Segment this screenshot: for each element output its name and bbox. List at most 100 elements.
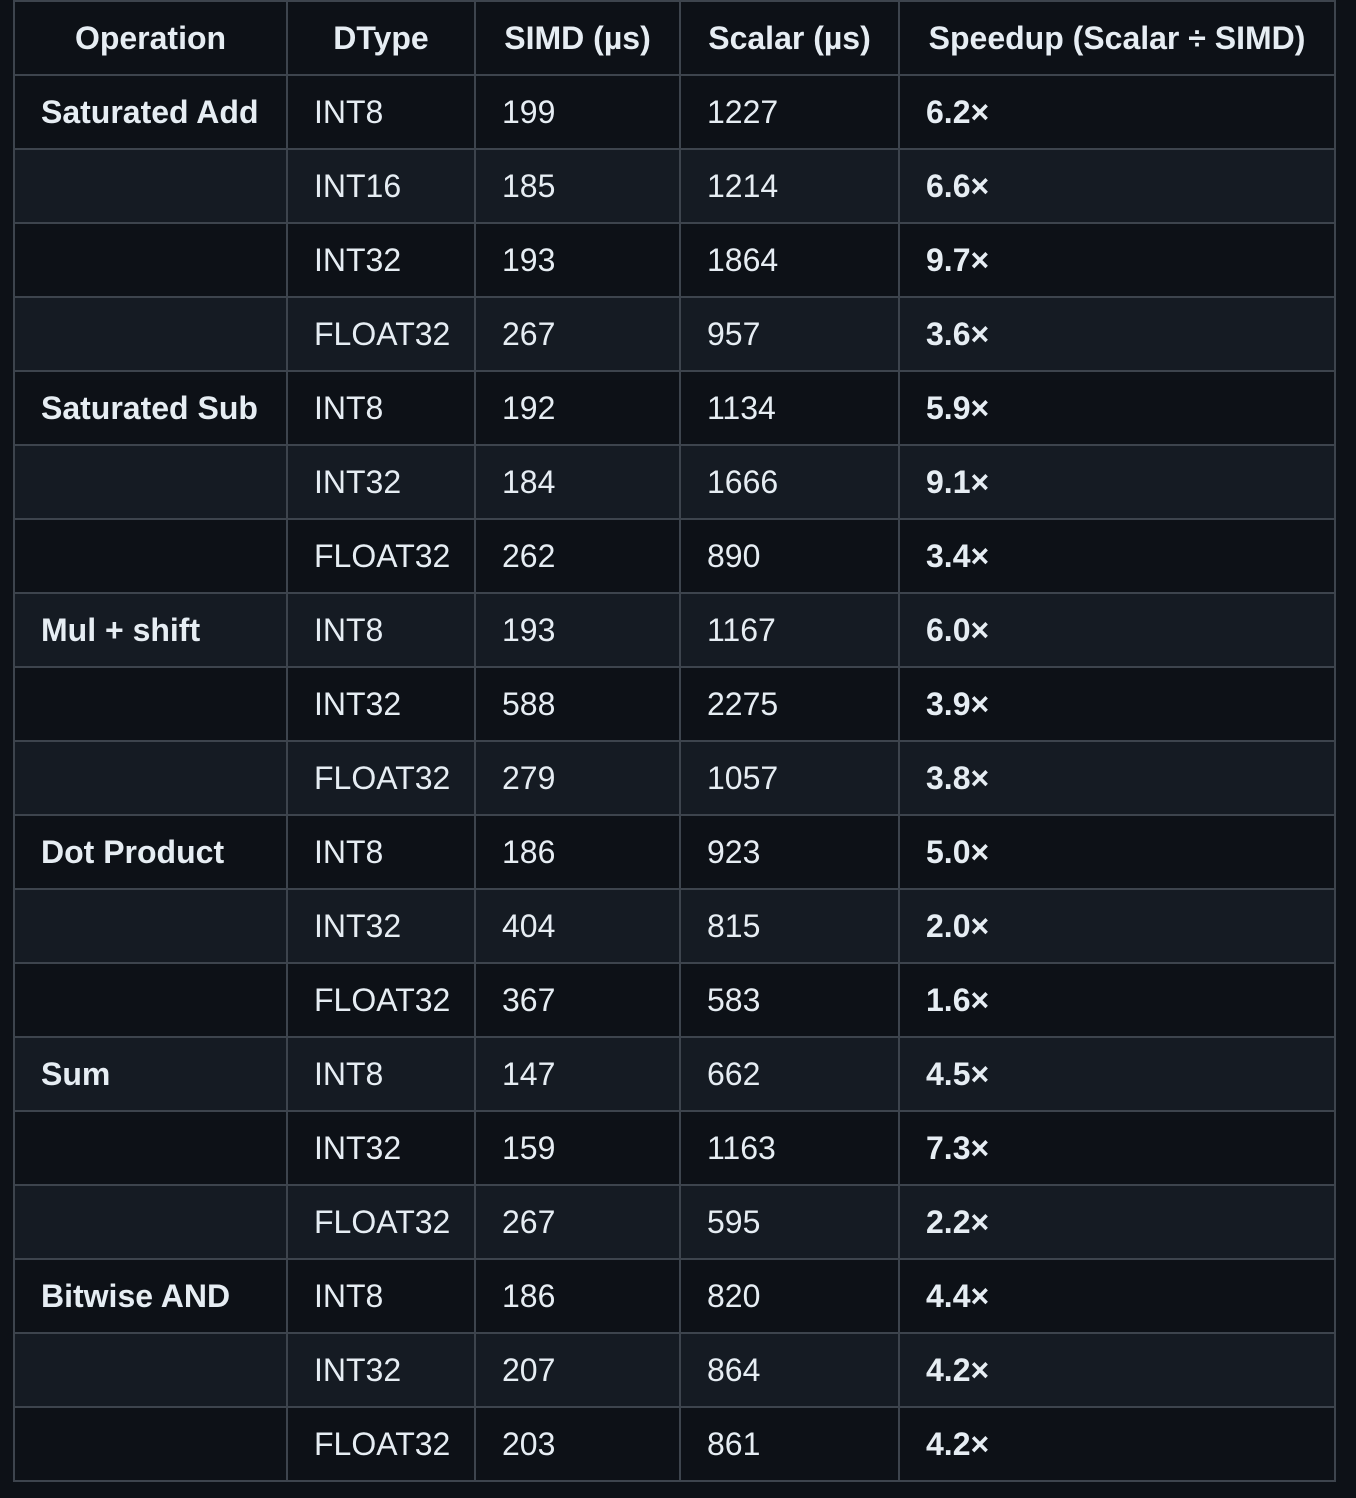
scalar-time-cell: 595 [679,1184,900,1260]
operation-cell: Saturated Add [13,74,288,150]
header-operation: Operation [13,0,288,76]
table-row: FLOAT32 367 583 1.6× [13,962,1336,1038]
operation-cell [13,148,288,224]
dtype-cell: INT8 [286,1258,476,1334]
operation-cell [13,962,288,1038]
table-row: FLOAT32 267 595 2.2× [13,1184,1336,1260]
scalar-time-cell: 861 [679,1406,900,1482]
dtype-cell: FLOAT32 [286,962,476,1038]
simd-time-cell: 159 [474,1110,681,1186]
operation-cell: Mul + shift [13,592,288,668]
speedup-cell: 9.1× [898,444,1336,520]
operation-cell: Sum [13,1036,288,1112]
table-row: INT32 404 815 2.0× [13,888,1336,964]
table-row: Saturated Sub INT8 192 1134 5.9× [13,370,1336,446]
table-row: Bitwise AND INT8 186 820 4.4× [13,1258,1336,1334]
table-row: FLOAT32 279 1057 3.8× [13,740,1336,816]
simd-time-cell: 279 [474,740,681,816]
operation-cell: Dot Product [13,814,288,890]
operation-cell [13,1406,288,1482]
table-row: INT32 184 1666 9.1× [13,444,1336,520]
dtype-cell: INT8 [286,814,476,890]
simd-time-cell: 203 [474,1406,681,1482]
scalar-time-cell: 1134 [679,370,900,446]
simd-time-cell: 199 [474,74,681,150]
header-simd: SIMD (µs) [474,0,681,76]
speedup-cell: 2.0× [898,888,1336,964]
dtype-cell: FLOAT32 [286,740,476,816]
header-row: Operation DType SIMD (µs) Scalar (µs) Sp… [13,0,1336,76]
scalar-time-cell: 583 [679,962,900,1038]
table-row: FLOAT32 203 861 4.2× [13,1406,1336,1482]
scalar-time-cell: 1163 [679,1110,900,1186]
scalar-time-cell: 820 [679,1258,900,1334]
speedup-cell: 6.2× [898,74,1336,150]
speedup-cell: 5.0× [898,814,1336,890]
speedup-cell: 3.4× [898,518,1336,594]
speedup-cell: 4.5× [898,1036,1336,1112]
simd-time-cell: 185 [474,148,681,224]
table-row: INT32 193 1864 9.7× [13,222,1336,298]
scalar-time-cell: 1227 [679,74,900,150]
speedup-cell: 6.6× [898,148,1336,224]
dtype-cell: INT8 [286,74,476,150]
scalar-time-cell: 957 [679,296,900,372]
dtype-cell: INT32 [286,444,476,520]
operation-cell [13,1332,288,1408]
simd-time-cell: 193 [474,592,681,668]
speedup-cell: 3.6× [898,296,1336,372]
speedup-cell: 9.7× [898,222,1336,298]
dtype-cell: INT16 [286,148,476,224]
speedup-cell: 3.9× [898,666,1336,742]
simd-time-cell: 267 [474,296,681,372]
operation-cell [13,888,288,964]
dtype-cell: FLOAT32 [286,1406,476,1482]
header-scalar: Scalar (µs) [679,0,900,76]
scalar-time-cell: 1214 [679,148,900,224]
dtype-cell: FLOAT32 [286,1184,476,1260]
dtype-cell: INT32 [286,666,476,742]
operation-cell: Bitwise AND [13,1258,288,1334]
operation-cell [13,444,288,520]
simd-time-cell: 193 [474,222,681,298]
header-speedup: Speedup (Scalar ÷ SIMD) [898,0,1336,76]
simd-time-cell: 192 [474,370,681,446]
table-row: INT32 159 1163 7.3× [13,1110,1336,1186]
dtype-cell: INT8 [286,1036,476,1112]
operation-cell [13,1110,288,1186]
simd-time-cell: 267 [474,1184,681,1260]
simd-time-cell: 367 [474,962,681,1038]
table-row: Dot Product INT8 186 923 5.0× [13,814,1336,890]
scalar-time-cell: 815 [679,888,900,964]
dtype-cell: INT32 [286,1332,476,1408]
dtype-cell: INT32 [286,888,476,964]
dtype-cell: INT32 [286,1110,476,1186]
dtype-cell: INT32 [286,222,476,298]
dtype-cell: FLOAT32 [286,518,476,594]
table-header: Operation DType SIMD (µs) Scalar (µs) Sp… [13,0,1336,76]
table-row: Mul + shift INT8 193 1167 6.0× [13,592,1336,668]
table-row: Saturated Add INT8 199 1227 6.2× [13,74,1336,150]
dtype-cell: INT8 [286,592,476,668]
speedup-cell: 7.3× [898,1110,1336,1186]
simd-time-cell: 186 [474,1258,681,1334]
speedup-cell: 5.9× [898,370,1336,446]
scalar-time-cell: 1167 [679,592,900,668]
scalar-time-cell: 923 [679,814,900,890]
scalar-time-cell: 2275 [679,666,900,742]
table-row: INT32 207 864 4.2× [13,1332,1336,1408]
scalar-time-cell: 890 [679,518,900,594]
speedup-cell: 6.0× [898,592,1336,668]
scalar-time-cell: 1057 [679,740,900,816]
simd-time-cell: 147 [474,1036,681,1112]
simd-time-cell: 404 [474,888,681,964]
scalar-time-cell: 1666 [679,444,900,520]
speedup-cell: 3.8× [898,740,1336,816]
simd-time-cell: 262 [474,518,681,594]
speedup-cell: 4.4× [898,1258,1336,1334]
operation-cell [13,740,288,816]
simd-time-cell: 184 [474,444,681,520]
dtype-cell: FLOAT32 [286,296,476,372]
speedup-cell: 4.2× [898,1332,1336,1408]
operation-cell [13,666,288,742]
